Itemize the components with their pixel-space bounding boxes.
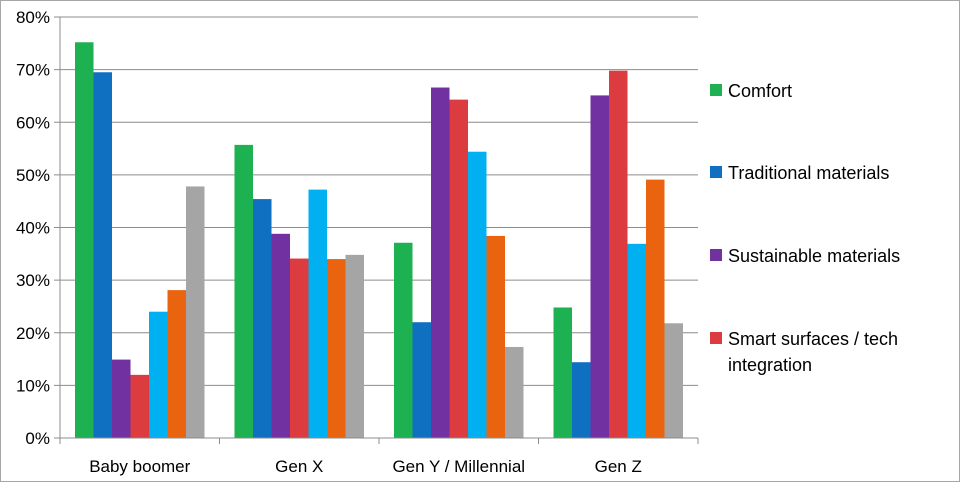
bar (149, 311, 168, 438)
bar (167, 290, 186, 438)
bar (394, 242, 413, 438)
legend-label: Traditional materials (728, 163, 889, 183)
bar (664, 323, 683, 438)
legend-label-line2: integration (728, 355, 812, 375)
x-tick-label: Gen X (275, 457, 323, 476)
bar (75, 42, 94, 438)
legend-label: Comfort (728, 81, 792, 101)
x-tick-label: Baby boomer (89, 457, 190, 476)
bar (327, 259, 346, 438)
bar (590, 95, 609, 438)
x-tick-label: Gen Z (595, 457, 642, 476)
bar (553, 307, 572, 438)
y-tick-label: 20% (16, 324, 50, 343)
bar (609, 70, 628, 439)
bar (431, 87, 450, 438)
bar (486, 235, 505, 438)
y-tick-label: 0% (25, 429, 50, 448)
y-tick-label: 10% (16, 376, 50, 395)
bar (468, 151, 487, 438)
y-tick-label: 30% (16, 271, 50, 290)
legend-swatch (710, 166, 722, 178)
bar (112, 359, 131, 438)
y-axis-ticks: 0% 10% 20% 30% 40% 50% 60% 70% 80% (16, 8, 60, 448)
legend-label: Sustainable materials (728, 246, 900, 266)
legend-swatch (710, 332, 722, 344)
bar (234, 144, 253, 438)
bar (412, 322, 431, 438)
bar (253, 199, 272, 438)
bar (186, 186, 205, 438)
bar (627, 243, 646, 438)
x-axis-ticks: Baby boomer Gen X Gen Y / Millennial Gen Z (59, 438, 699, 476)
y-tick-label: 40% (16, 219, 50, 238)
y-tick-label: 50% (16, 166, 50, 185)
legend-label: Smart surfaces / tech (728, 329, 898, 349)
bar (572, 362, 591, 438)
bars (75, 42, 683, 439)
legend-swatch (710, 249, 722, 261)
bar (93, 72, 112, 438)
bar (646, 179, 665, 438)
legend: Comfort Traditional materials Sustainable … (710, 81, 900, 375)
legend-swatch (710, 84, 722, 96)
x-tick-label: Gen Y / Millennial (392, 457, 525, 476)
y-tick-label: 60% (16, 113, 50, 132)
y-tick-label: 70% (16, 61, 50, 80)
bar (449, 99, 468, 438)
bar (505, 346, 524, 438)
bar (308, 189, 327, 438)
bar (130, 374, 149, 438)
bar (345, 254, 364, 438)
bar (271, 233, 290, 438)
y-tick-label: 80% (16, 8, 50, 27)
bar (290, 258, 309, 438)
